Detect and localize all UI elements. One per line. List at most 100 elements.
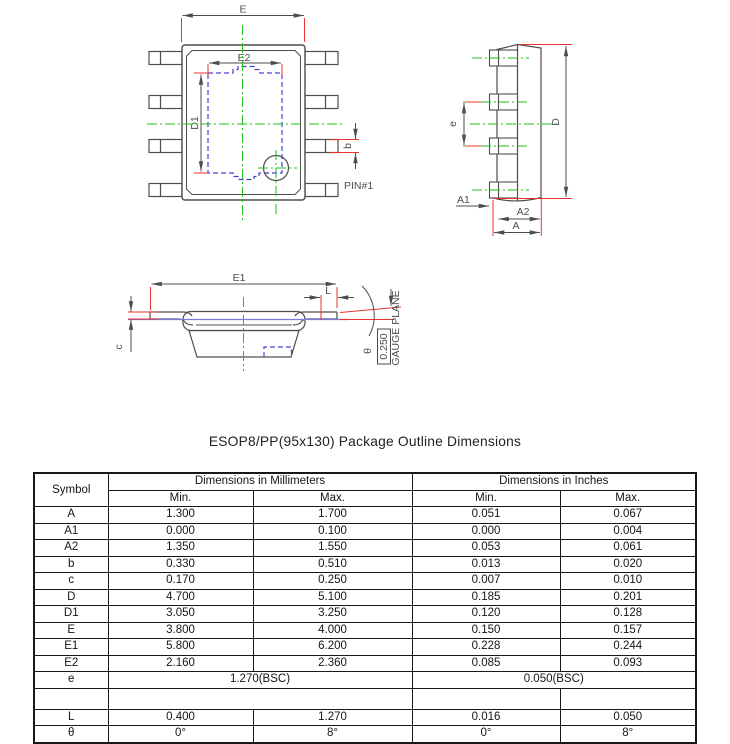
cell-symbol: A2 — [33, 539, 109, 557]
dim-b: b — [330, 123, 359, 169]
table-row-c: c 0.170 0.250 0.007 0.010 — [33, 572, 697, 590]
cell-in-min: 0.053 — [411, 539, 561, 557]
gauge-plane-label: GAUGE PLANE — [390, 290, 402, 365]
side-view-centerlines — [463, 57, 557, 191]
cell-symbol: A1 — [33, 522, 109, 540]
dim-L: L — [304, 285, 354, 320]
table-row-A: A 1.300 1.700 0.051 0.067 — [33, 506, 697, 524]
table-row-E: E 3.800 4.000 0.150 0.157 — [33, 621, 697, 639]
cell-in-max: 0.157 — [559, 621, 697, 639]
cell-mm-max: 2.360 — [252, 654, 413, 672]
cell-mm-min: 0.000 — [107, 522, 254, 540]
cell-in-min: 0.085 — [411, 654, 561, 672]
cell-symbol: L — [33, 708, 109, 726]
cell-mm-max: 6.200 — [252, 638, 413, 656]
ejection-mark — [263, 346, 293, 357]
dim-E1: E1 — [150, 272, 338, 310]
top-view-body — [181, 44, 306, 201]
top-view: E E2 D1 b PIN#1 — [147, 4, 373, 222]
cell-in-max: 0.128 — [559, 605, 697, 623]
cell-mm-min: 2.160 — [107, 654, 254, 672]
cell-mm-max: 5.100 — [252, 588, 413, 606]
top-view-centerlines — [147, 25, 343, 222]
top-view-pins-left — [148, 50, 183, 198]
cell-in-min: 0.185 — [411, 588, 561, 606]
cell-in-min: 0.000 — [411, 522, 561, 540]
cell-symbol: E2 — [33, 654, 109, 672]
dim-c-label: c — [113, 344, 125, 349]
cell-in-min: 0.013 — [411, 555, 561, 573]
dim-D1-label: D1 — [189, 116, 201, 130]
col-header-symbol: Symbol — [33, 472, 109, 507]
cell-mm-max: 4.000 — [252, 621, 413, 639]
table-row-theta: θ 0° 8° 0° 8° — [33, 725, 697, 743]
dim-A2-label: A2 — [517, 206, 530, 218]
cell-mm-max: 1.700 — [252, 506, 413, 524]
col-header-in-max: Max. — [559, 489, 697, 507]
cell-in-max: 0.244 — [559, 638, 697, 656]
cell-symbol: e — [33, 671, 109, 689]
spacer-row — [33, 687, 697, 710]
cell-symbol: D — [33, 588, 109, 606]
dim-E1-label: E1 — [233, 272, 246, 284]
cell-mm-min: 1.350 — [107, 539, 254, 557]
dim-theta: θ — [339, 285, 402, 354]
dim-E2: E2 — [207, 51, 283, 76]
side-view-body — [496, 43, 542, 202]
cell-mm-max: 8° — [252, 725, 413, 743]
cell-in-max: 0.067 — [559, 506, 697, 524]
table-row-e: e 1.270(BSC) 0.050(BSC) — [33, 671, 697, 689]
dimensions-table: Symbol Dimensions in Millimeters Dimensi… — [33, 472, 697, 744]
dim-A-label: A — [512, 220, 519, 232]
dim-E2-label: E2 — [238, 52, 251, 64]
dim-e-label: e — [447, 121, 459, 127]
cell-symbol: θ — [33, 725, 109, 743]
side-view: e D A1 A2 A — [447, 43, 572, 236]
col-header-in-group: Dimensions in Inches — [411, 472, 697, 491]
cell-in-max: 8° — [559, 725, 697, 743]
dim-c: c — [113, 296, 158, 352]
cell-symbol: A — [33, 506, 109, 524]
table-row-A2: A2 1.350 1.550 0.053 0.061 — [33, 539, 697, 557]
cell-mm-max: 3.250 — [252, 605, 413, 623]
col-header-mm-max: Max. — [252, 489, 413, 507]
dim-E-label: E — [239, 4, 246, 16]
table-row-A1: A1 0.000 0.100 0.000 0.004 — [33, 522, 697, 540]
cell-empty — [411, 687, 561, 710]
cell-in-min: 0.228 — [411, 638, 561, 656]
cell-in-min: 0.051 — [411, 506, 561, 524]
dim-b-label: b — [342, 143, 354, 149]
cell-mm-max: 1.270 — [252, 708, 413, 726]
dim-A1: A1 — [456, 194, 489, 209]
cell-empty — [107, 687, 413, 710]
header-row-groups: Symbol Dimensions in Millimeters Dimensi… — [33, 472, 697, 507]
col-header-mm-group: Dimensions in Millimeters — [107, 472, 413, 491]
page-title: ESOP8/PP(95x130) Package Outline Dimensi… — [208, 434, 522, 449]
cell-symbol: b — [33, 555, 109, 573]
pin1-label: PIN#1 — [344, 180, 373, 192]
cell-in-max: 0.010 — [559, 572, 697, 590]
cell-symbol: E1 — [33, 638, 109, 656]
cell-mm-min: 4.700 — [107, 588, 254, 606]
cell-in-max: 0.201 — [559, 588, 697, 606]
cell-in-min: 0.016 — [411, 708, 561, 726]
cell-mm-min: 0.170 — [107, 572, 254, 590]
cell-empty — [559, 687, 697, 710]
cell-in-min: 0.120 — [411, 605, 561, 623]
cell-in-max: 0.004 — [559, 522, 697, 540]
cell-in-bsc: 0.050(BSC) — [411, 671, 697, 689]
cell-mm-max: 1.550 — [252, 539, 413, 557]
cell-mm-min: 3.800 — [107, 621, 254, 639]
gauge-offset-label: 0.250 — [378, 333, 390, 359]
cell-mm-min: 0.400 — [107, 708, 254, 726]
exposed-pad-outline — [207, 65, 283, 181]
cell-symbol: c — [33, 572, 109, 590]
table-row-D: D 4.700 5.100 0.185 0.201 — [33, 588, 697, 606]
cell-mm-min: 3.050 — [107, 605, 254, 623]
dim-A: A — [494, 220, 540, 235]
cell-symbol: E — [33, 621, 109, 639]
cell-in-min: 0.007 — [411, 572, 561, 590]
gauge-offset-box: 0.250 — [377, 328, 391, 365]
col-header-in-min: Min. — [411, 489, 561, 507]
cell-mm-min: 1.300 — [107, 506, 254, 524]
